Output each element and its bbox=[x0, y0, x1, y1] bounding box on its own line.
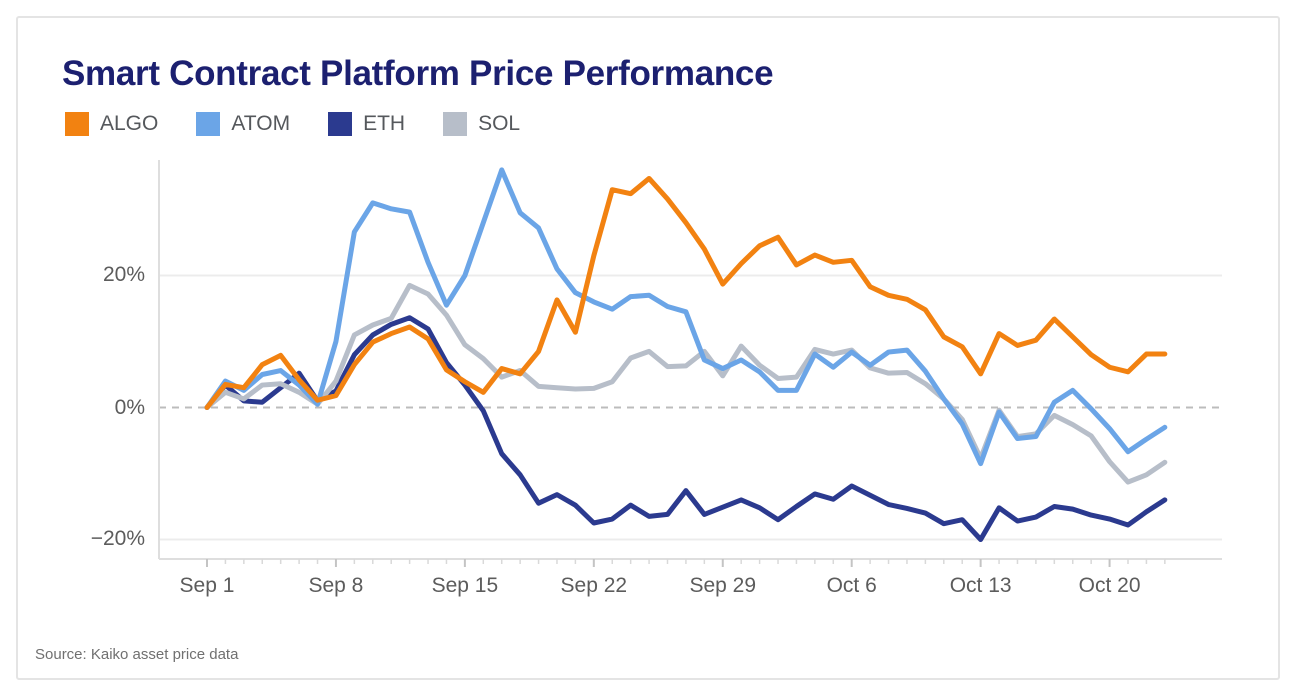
series-line-atom bbox=[204, 167, 1168, 467]
legend-swatch-eth-icon bbox=[328, 112, 353, 136]
x-tick-label-sep1: Sep 1 bbox=[179, 574, 235, 597]
chart-title: Smart Contract Platform Price Performanc… bbox=[62, 54, 774, 93]
legend-label-algo: ALGO bbox=[100, 112, 159, 135]
y-tick-label-0: 0% bbox=[114, 396, 145, 419]
series-line-algo bbox=[204, 175, 1168, 410]
legend-label-sol: SOL bbox=[478, 112, 521, 135]
y-tick-label-neg20: −20% bbox=[90, 527, 145, 550]
legend-swatch-atom-icon bbox=[196, 112, 221, 136]
x-tick-label-oct20: Oct 20 bbox=[1078, 574, 1141, 597]
legend-label-eth: ETH bbox=[363, 112, 406, 135]
x-tick-label-sep22: Sep 22 bbox=[560, 574, 628, 597]
legend-item-atom: ATOM bbox=[196, 112, 290, 136]
series-line-eth bbox=[204, 315, 1168, 542]
legend-swatch-algo-icon bbox=[65, 112, 89, 136]
y-tick-label-20: 20% bbox=[102, 263, 145, 286]
source-note: Source: Kaiko asset price data bbox=[35, 646, 239, 663]
legend-item-sol: SOL bbox=[443, 112, 520, 136]
legend-item-algo: ALGO bbox=[65, 112, 158, 136]
x-tick-label-oct6: Oct 6 bbox=[826, 574, 877, 597]
x-tick-label-oct13: Oct 13 bbox=[949, 574, 1012, 597]
x-tick-label-sep15: Sep 15 bbox=[431, 574, 499, 597]
chart-card: Smart Contract Platform Price Performanc… bbox=[16, 16, 1280, 680]
legend-swatch-sol-icon bbox=[443, 112, 468, 136]
legend-item-eth: ETH bbox=[328, 112, 405, 136]
x-tick-label-sep8: Sep 8 bbox=[308, 574, 364, 597]
line-chart bbox=[158, 160, 1222, 567]
legend: ALGO ATOM ETH SOL bbox=[65, 112, 558, 136]
x-tick-label-sep29: Sep 29 bbox=[689, 574, 757, 597]
legend-label-atom: ATOM bbox=[231, 112, 291, 135]
